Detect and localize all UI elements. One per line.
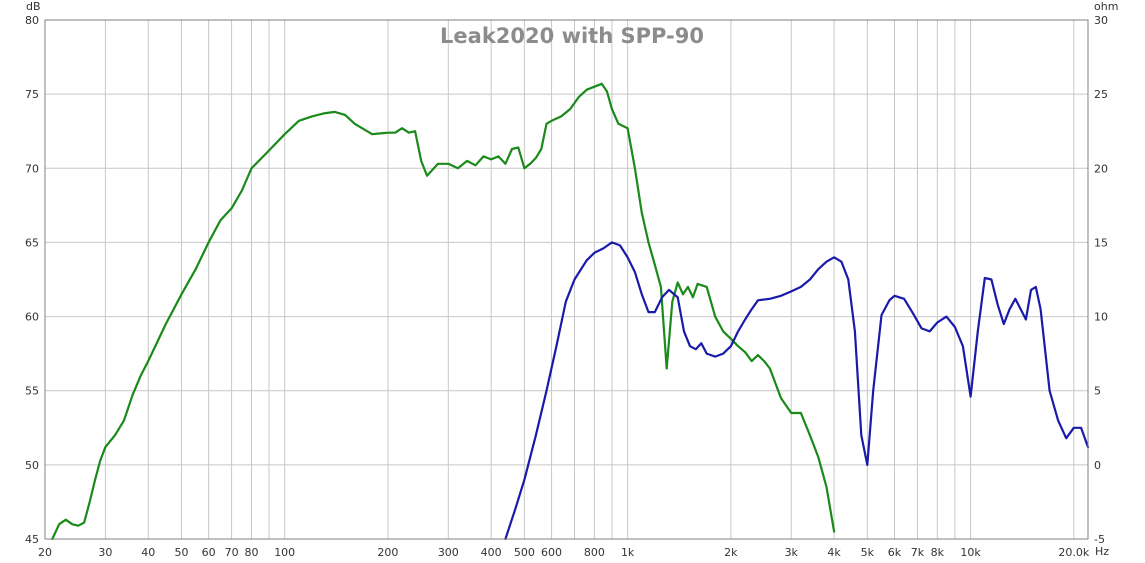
x-tick-label: 20.0k bbox=[1058, 546, 1089, 559]
y-left-tick-label: 75 bbox=[25, 88, 39, 101]
y-right-tick-label: 10 bbox=[1094, 311, 1108, 324]
x-tick-label: 10k bbox=[960, 546, 981, 559]
x-tick-label: 50 bbox=[174, 546, 188, 559]
x-tick-label: 80 bbox=[244, 546, 258, 559]
y-right-tick-label: -5 bbox=[1094, 533, 1105, 546]
x-unit: Hz bbox=[1095, 545, 1109, 558]
x-tick-label: 3k bbox=[785, 546, 799, 559]
y-right-tick-label: 25 bbox=[1094, 88, 1108, 101]
x-tick-label: 30 bbox=[98, 546, 112, 559]
y-right-unit: ohm bbox=[1094, 0, 1118, 13]
y-left-tick-label: 65 bbox=[25, 236, 39, 249]
x-tick-label: 6k bbox=[888, 546, 902, 559]
impedance-series-line bbox=[504, 241, 1090, 541]
x-tick-label: 2k bbox=[724, 546, 738, 559]
spl-series-line bbox=[51, 82, 836, 541]
x-tick-label: 4k bbox=[827, 546, 841, 559]
y-right-tick-label: 30 bbox=[1094, 14, 1108, 27]
x-tick-label: 800 bbox=[584, 546, 605, 559]
y-left-tick-label: 70 bbox=[25, 162, 39, 175]
y-right-tick-label: 5 bbox=[1094, 385, 1101, 398]
y-left-tick-label: 45 bbox=[25, 533, 39, 546]
y-left-tick-label: 50 bbox=[25, 459, 39, 472]
x-tick-label: 400 bbox=[481, 546, 502, 559]
x-tick-label: 200 bbox=[377, 546, 398, 559]
x-tick-label: 500 bbox=[514, 546, 535, 559]
chart-title: Leak2020 with SPP-90 bbox=[440, 24, 704, 48]
x-tick-label: 1k bbox=[621, 546, 635, 559]
x-tick-label: 7k bbox=[911, 546, 925, 559]
y-left-tick-label: 60 bbox=[25, 311, 39, 324]
x-tick-label: 5k bbox=[861, 546, 875, 559]
x-tick-label: 20 bbox=[38, 546, 52, 559]
y-right-tick-label: 0 bbox=[1094, 459, 1101, 472]
x-tick-label: 40 bbox=[141, 546, 155, 559]
axis-labels: 20 30 40 50 60 70 80 100 200 300 400 500 600 800 1k 2k 3… bbox=[25, 14, 1108, 559]
x-tick-label: 600 bbox=[541, 546, 562, 559]
x-tick-label: 100 bbox=[274, 546, 295, 559]
plot-frame bbox=[44, 19, 1089, 540]
y-left-unit: dB bbox=[26, 0, 41, 13]
y-left-tick-label: 55 bbox=[25, 385, 39, 398]
x-tick-label: 70 bbox=[225, 546, 239, 559]
x-tick-label: 60 bbox=[202, 546, 216, 559]
x-tick-label: 300 bbox=[438, 546, 459, 559]
y-right-tick-label: 20 bbox=[1094, 162, 1108, 175]
series-layer bbox=[51, 82, 1090, 541]
y-left-tick-label: 80 bbox=[25, 14, 39, 27]
plot-background bbox=[45, 20, 1088, 539]
y-right-tick-label: 15 bbox=[1094, 236, 1108, 249]
x-tick-label: 8k bbox=[931, 546, 945, 559]
